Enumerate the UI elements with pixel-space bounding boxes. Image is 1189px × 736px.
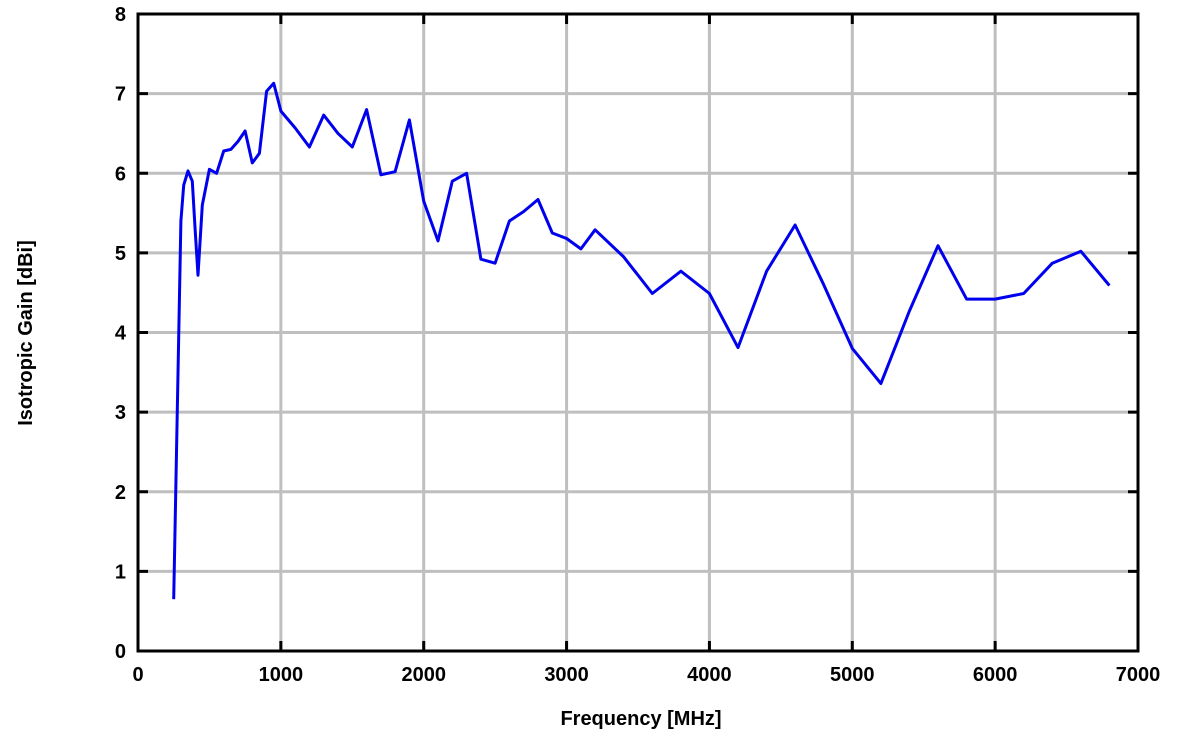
y-tick-label: 1 (115, 561, 126, 583)
x-tick-label: 0 (132, 664, 143, 686)
x-tick-label: 3000 (544, 664, 589, 686)
y-tick-label: 8 (115, 4, 126, 26)
y-tick-label: 7 (115, 84, 126, 106)
y-tick-label: 3 (115, 402, 126, 424)
y-tick-label: 5 (115, 243, 126, 265)
x-tick-label: 2000 (401, 664, 446, 686)
series-line-gain (172, 81, 1111, 600)
x-axis-label: Frequency [MHz] (560, 708, 721, 730)
x-tick-label: 6000 (973, 664, 1018, 686)
y-axis-tick-labels: 0 1 2 3 4 5 6 7 8 (115, 4, 127, 663)
y-tick-label: 4 (115, 323, 127, 345)
y-tick-label: 0 (115, 641, 126, 663)
y-tick-label: 6 (115, 163, 126, 185)
x-axis-tick-labels: 0 1000 2000 3000 4000 5000 6000 7000 (132, 664, 1160, 686)
grid-lines (138, 14, 1138, 651)
x-tick-label: 7000 (1116, 664, 1161, 686)
x-tick-label: 5000 (830, 664, 875, 686)
x-tick-label: 4000 (687, 664, 732, 686)
y-axis-label: Isotropic Gain [dBi] (15, 240, 37, 426)
y-tick-label: 2 (115, 482, 126, 504)
axis-ticks (136, 12, 1140, 653)
x-tick-label: 1000 (259, 664, 304, 686)
